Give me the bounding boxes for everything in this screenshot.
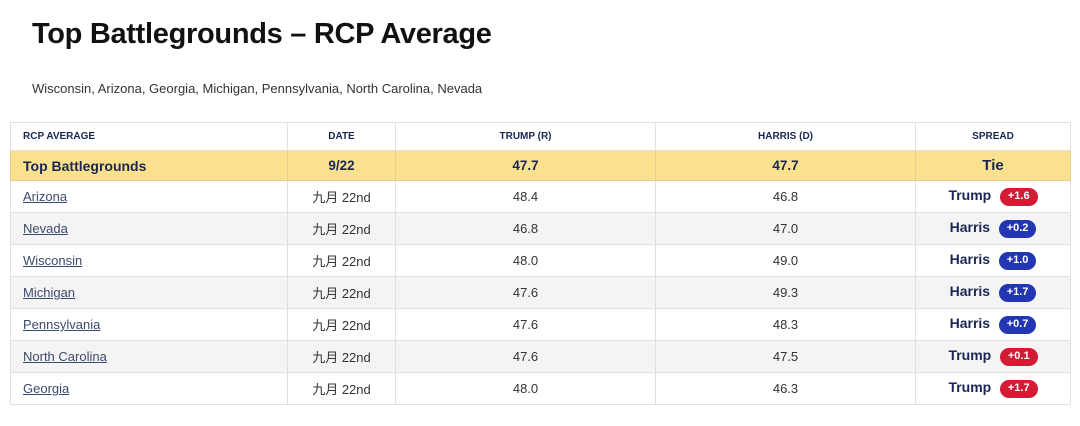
spread-cell: Trump +1.7 <box>915 372 1071 405</box>
spread-cell: Harris +0.7 <box>915 308 1071 341</box>
page-subtitle: Wisconsin, Arizona, Georgia, Michigan, P… <box>32 81 483 96</box>
date-cell: 九月 22nd <box>287 180 396 213</box>
spread-cell: Harris +0.2 <box>915 212 1071 245</box>
state-cell: Arizona <box>10 180 288 213</box>
state-cell: Wisconsin <box>10 244 288 277</box>
state-link[interactable]: Michigan <box>23 285 76 300</box>
date-cell: 九月 22nd <box>287 244 396 277</box>
date-cell: 九月 22nd <box>287 276 396 309</box>
trump-value-cell: 48.4 <box>395 180 656 213</box>
spread-cell: Trump +0.1 <box>915 340 1071 373</box>
spread-margin-badge: +0.2 <box>998 220 1037 238</box>
summary-harris-value: 47.7 <box>655 150 916 181</box>
spread-cell: Trump +1.6 <box>915 180 1071 213</box>
harris-value-cell: 46.8 <box>655 180 916 213</box>
summary-row: Top Battlegrounds 9/22 47.7 47.7 Tie <box>10 150 1071 181</box>
table-row: Georgia 九月 22nd 48.0 46.3 Trump +1.7 <box>10 372 1071 405</box>
harris-value-cell: 48.3 <box>655 308 916 341</box>
trump-value-cell: 48.0 <box>395 372 656 405</box>
column-header-rcp-average: RCP AVERAGE <box>10 122 288 151</box>
table-row: North Carolina 九月 22nd 47.6 47.5 Trump +… <box>10 340 1071 373</box>
harris-value-cell: 47.0 <box>655 212 916 245</box>
spread-margin-badge: +0.1 <box>999 348 1038 366</box>
state-cell: Nevada <box>10 212 288 245</box>
harris-value-cell: 47.5 <box>655 340 916 373</box>
summary-name: Top Battlegrounds <box>10 150 288 181</box>
column-header-harris: HARRIS (D) <box>655 122 916 151</box>
column-header-spread: SPREAD <box>915 122 1071 151</box>
state-link[interactable]: Arizona <box>23 189 68 204</box>
spread-margin-badge: +1.7 <box>998 284 1037 302</box>
trump-value-cell: 47.6 <box>395 340 656 373</box>
state-link[interactable]: Wisconsin <box>23 253 83 268</box>
table-header-row: RCP AVERAGE DATE TRUMP (R) HARRIS (D) SP… <box>10 122 1071 151</box>
state-cell: North Carolina <box>10 340 288 373</box>
table-row: Nevada 九月 22nd 46.8 47.0 Harris +0.2 <box>10 212 1071 245</box>
harris-value-cell: 49.0 <box>655 244 916 277</box>
table-row: Michigan 九月 22nd 47.6 49.3 Harris +1.7 <box>10 276 1071 309</box>
table-row: Arizona 九月 22nd 48.4 46.8 Trump +1.6 <box>10 180 1071 213</box>
state-link[interactable]: North Carolina <box>23 349 107 364</box>
date-cell: 九月 22nd <box>287 212 396 245</box>
state-cell: Georgia <box>10 372 288 405</box>
spread-margin-badge: +0.7 <box>998 316 1037 334</box>
summary-trump-value: 47.7 <box>395 150 656 181</box>
harris-value-cell: 49.3 <box>655 276 916 309</box>
table-row: Pennsylvania 九月 22nd 47.6 48.3 Harris +0… <box>10 308 1071 341</box>
spread-leader-label: Trump <box>948 347 992 363</box>
column-header-trump: TRUMP (R) <box>395 122 656 151</box>
spread-leader-label: Trump <box>948 379 992 395</box>
date-cell: 九月 22nd <box>287 372 396 405</box>
page-title: Top Battlegrounds – RCP Average <box>32 18 492 50</box>
spread-margin-badge: +1.6 <box>999 188 1038 206</box>
state-link[interactable]: Georgia <box>23 381 70 396</box>
spread-leader-label: Harris <box>949 315 991 331</box>
state-cell: Pennsylvania <box>10 308 288 341</box>
date-cell: 九月 22nd <box>287 340 396 373</box>
column-header-date: DATE <box>287 122 396 151</box>
trump-value-cell: 48.0 <box>395 244 656 277</box>
spread-leader-label: Harris <box>949 219 991 235</box>
table-row: Wisconsin 九月 22nd 48.0 49.0 Harris +1.0 <box>10 244 1071 277</box>
state-cell: Michigan <box>10 276 288 309</box>
trump-value-cell: 46.8 <box>395 212 656 245</box>
spread-cell: Harris +1.0 <box>915 244 1071 277</box>
spread-leader-label: Trump <box>948 187 992 203</box>
date-cell: 九月 22nd <box>287 308 396 341</box>
spread-leader-label: Harris <box>949 251 991 267</box>
spread-margin-badge: +1.0 <box>998 252 1037 270</box>
harris-value-cell: 46.3 <box>655 372 916 405</box>
summary-spread: Tie <box>915 150 1071 181</box>
polls-table: RCP AVERAGE DATE TRUMP (R) HARRIS (D) SP… <box>10 122 1071 405</box>
state-link[interactable]: Nevada <box>23 221 68 236</box>
spread-cell: Harris +1.7 <box>915 276 1071 309</box>
state-link[interactable]: Pennsylvania <box>23 317 101 332</box>
spread-margin-badge: +1.7 <box>999 380 1038 398</box>
spread-leader-label: Harris <box>949 283 991 299</box>
trump-value-cell: 47.6 <box>395 276 656 309</box>
table-body: Top Battlegrounds 9/22 47.7 47.7 Tie Ari… <box>10 150 1071 405</box>
trump-value-cell: 47.6 <box>395 308 656 341</box>
summary-date: 9/22 <box>287 150 396 181</box>
